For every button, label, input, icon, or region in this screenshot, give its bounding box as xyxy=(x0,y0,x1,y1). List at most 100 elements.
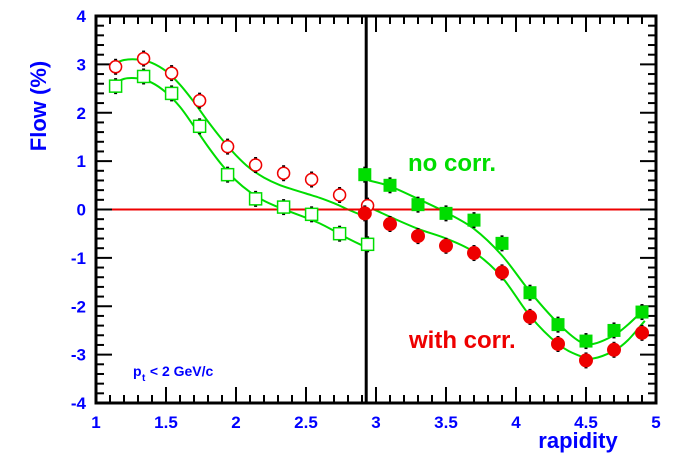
x-tick-label: 3.5 xyxy=(434,413,458,432)
marker-circle-filled xyxy=(495,265,509,280)
data-point-square-open xyxy=(304,206,319,223)
data-point-square-filled xyxy=(467,212,481,229)
data-point-square-open xyxy=(276,199,291,216)
axis-ticks xyxy=(95,15,657,404)
data-point-circle-filled xyxy=(607,341,621,358)
data-point-circle-filled xyxy=(495,264,509,281)
marker-circle-open xyxy=(276,166,291,180)
y-tick-label: 1 xyxy=(77,152,86,171)
pt-cut-subscript: t xyxy=(142,373,146,384)
data-point-circle-open xyxy=(304,171,319,188)
data-point-square-filled xyxy=(439,205,453,222)
data-point-square-open xyxy=(108,78,123,95)
pt-cut-rest: < 2 GeV/c xyxy=(146,363,214,379)
marker-square-filled xyxy=(607,323,621,337)
marker-circle-open xyxy=(108,60,123,74)
data-point-circle-open xyxy=(164,65,179,82)
marker-square-filled xyxy=(635,305,649,319)
marker-square-filled xyxy=(579,334,593,348)
data-point-circle-open xyxy=(332,186,347,203)
data-point-square-open xyxy=(136,68,151,85)
tick-labels: 1 1.5 2 2.5 3 3.5 4 4.5 5 4 3 2 1 0 -1 -2 -3 -4 xyxy=(71,7,661,432)
x-tick-label: 2.5 xyxy=(294,413,318,432)
marker-circle-filled xyxy=(635,325,649,340)
marker-circle-filled xyxy=(607,342,621,357)
marker-circle-open xyxy=(220,139,235,154)
data-point-square-filled xyxy=(358,166,372,183)
marker-circle-open xyxy=(248,158,263,172)
marker-circle-open xyxy=(332,188,347,202)
marker-square-open xyxy=(108,79,123,93)
y-tick-label: 2 xyxy=(77,104,86,123)
annotation-with-corr: with corr. xyxy=(408,327,516,354)
y-tick-label: -4 xyxy=(71,394,87,413)
y-tick-label: 4 xyxy=(77,7,87,26)
marker-circle-open xyxy=(304,172,319,187)
marker-square-open xyxy=(360,237,375,252)
data-point-circle-filled xyxy=(411,228,425,245)
marker-square-open xyxy=(248,192,263,206)
data-point-square-open xyxy=(332,225,347,242)
data-point-circle-filled xyxy=(439,237,453,254)
reference-lines xyxy=(96,16,656,403)
data-points xyxy=(108,50,649,369)
data-point-square-filled xyxy=(579,333,593,350)
data-point-circle-filled xyxy=(357,205,372,222)
marker-square-open xyxy=(164,86,179,101)
y-tick-label: -2 xyxy=(71,297,86,316)
y-tick-label: -3 xyxy=(71,346,86,365)
x-tick-label: 5 xyxy=(651,413,660,432)
data-point-circle-open xyxy=(192,92,207,109)
data-point-square-open xyxy=(192,118,207,135)
marker-circle-filled xyxy=(523,309,537,324)
data-point-circle-open xyxy=(248,156,263,173)
fit-curve-upper-right xyxy=(368,179,646,346)
data-point-circle-filled xyxy=(579,352,593,369)
marker-square-open xyxy=(220,167,235,182)
marker-square-filled xyxy=(383,178,397,192)
data-point-square-open xyxy=(164,85,179,102)
marker-circle-open xyxy=(164,66,179,80)
marker-square-filled xyxy=(411,198,425,212)
marker-square-open xyxy=(276,200,291,214)
data-point-square-open xyxy=(220,166,235,183)
x-tick-label: 4 xyxy=(511,413,521,432)
marker-circle-filled xyxy=(467,246,481,261)
data-point-square-filled xyxy=(635,304,649,321)
data-point-square-filled xyxy=(607,322,621,339)
data-point-circle-filled xyxy=(635,324,649,341)
x-tick-label: 2 xyxy=(231,413,240,432)
x-tick-label: 1 xyxy=(91,413,100,432)
pt-cut-label: p t < 2 GeV/c xyxy=(133,363,214,384)
marker-circle-filled xyxy=(579,353,593,368)
marker-square-open xyxy=(332,226,347,241)
marker-square-filled xyxy=(358,168,372,182)
data-point-square-filled xyxy=(495,235,509,252)
data-point-square-filled xyxy=(383,177,397,194)
y-tick-label: -1 xyxy=(71,249,86,268)
x-axis-title: rapidity xyxy=(538,428,618,453)
data-point-square-open xyxy=(360,236,375,253)
marker-circle-open xyxy=(192,93,207,108)
marker-square-open xyxy=(136,69,151,84)
data-point-circle-open xyxy=(108,58,123,75)
y-tick-label: 0 xyxy=(77,201,86,220)
data-point-square-filled xyxy=(411,196,425,213)
marker-circle-open xyxy=(136,51,151,66)
marker-circle-filled xyxy=(383,217,397,232)
marker-square-open xyxy=(192,119,207,134)
marker-square-open xyxy=(304,207,319,222)
data-point-circle-filled xyxy=(523,308,537,325)
marker-square-filled xyxy=(523,286,537,300)
x-tick-label: 3 xyxy=(371,413,380,432)
data-point-circle-filled xyxy=(383,216,397,233)
marker-square-filled xyxy=(467,213,481,227)
fit-curve-upper xyxy=(109,58,370,220)
data-point-square-filled xyxy=(523,284,537,301)
marker-circle-filled xyxy=(439,238,453,253)
marker-circle-filled xyxy=(551,336,565,351)
data-point-circle-open xyxy=(276,165,291,182)
fit-curve-lower xyxy=(109,76,370,250)
marker-square-filled xyxy=(551,318,565,332)
